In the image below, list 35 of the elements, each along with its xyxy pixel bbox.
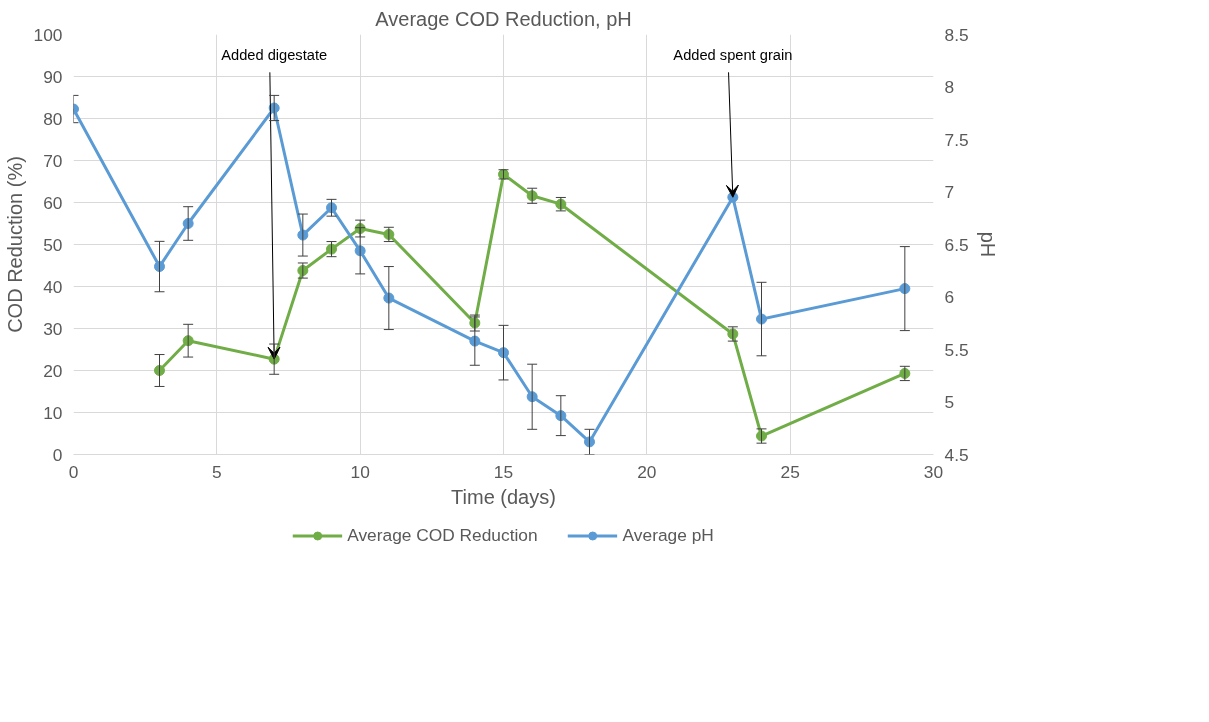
legend-label: Average pH <box>622 524 714 546</box>
y-tick-label: 70 <box>43 150 63 171</box>
y2-tick-label: 8.5 <box>944 24 969 45</box>
y-tick-label: 0 <box>52 444 63 465</box>
y2-tick-label: 8 <box>944 77 955 97</box>
legend-label: Average COD Reduction <box>347 524 538 546</box>
y-tick-label: 60 <box>43 192 63 213</box>
x-tick-label: 30 <box>923 461 944 482</box>
x-tick-label: 15 <box>493 461 514 482</box>
y-tick-label: 30 <box>43 318 63 339</box>
y-tick-label: 90 <box>43 66 63 87</box>
y2-tick-label: 6.5 <box>944 234 969 255</box>
y2-tick-label: 4.5 <box>944 444 969 465</box>
x-tick-label: 5 <box>212 461 222 482</box>
y-tick-label: 80 <box>43 108 63 129</box>
y2-tick-label: 5.5 <box>944 339 969 360</box>
y2-tick-label: 6 <box>944 287 955 307</box>
x-axis-title: Time (days) <box>451 485 556 508</box>
x-tick-label: 10 <box>350 461 370 482</box>
y-tick-label: 40 <box>43 276 63 297</box>
annotation: Added spent grain <box>673 47 793 64</box>
y-tick-label: 50 <box>43 234 63 255</box>
y2-tick-label: 5 <box>944 392 955 412</box>
x-tick-label: 25 <box>780 461 800 482</box>
chart-title: Average COD Reduction, pH <box>375 7 632 30</box>
y-axis-title: COD Reduction (%) <box>3 156 26 333</box>
x-tick-label: 20 <box>637 461 657 482</box>
y2-tick-label: 7 <box>944 182 955 202</box>
y2-tick-label: 7.5 <box>944 129 969 150</box>
y-tick-label: 100 <box>33 24 63 45</box>
y-tick-label: 10 <box>43 402 63 423</box>
annotation: Added digestate <box>221 47 328 64</box>
x-tick-label: 0 <box>68 461 79 482</box>
y2-axis-title: pH <box>976 231 999 258</box>
y-tick-label: 20 <box>43 360 63 381</box>
